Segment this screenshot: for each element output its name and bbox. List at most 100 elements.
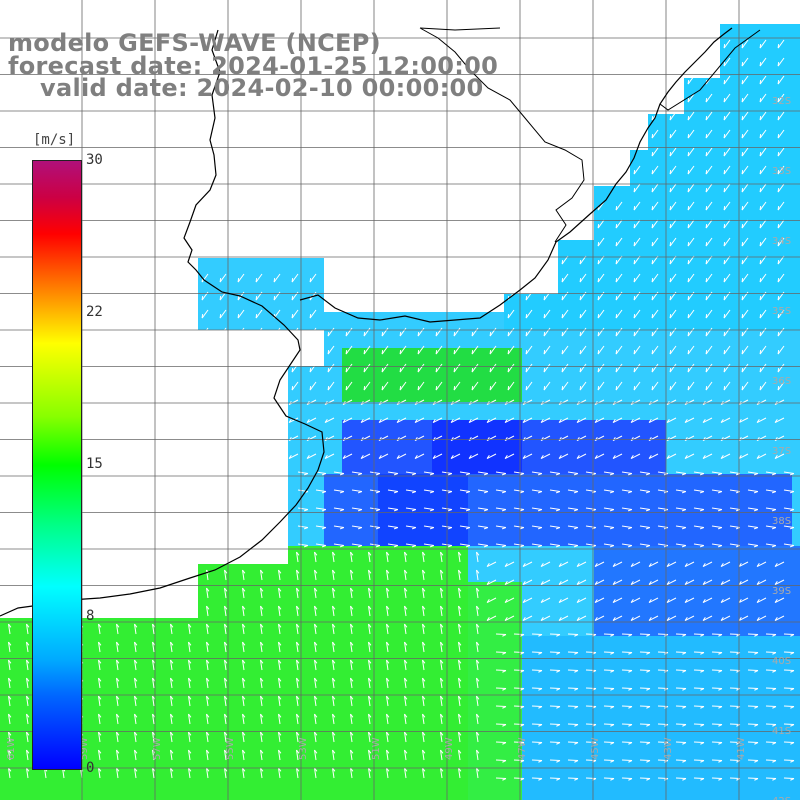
wind-cell	[666, 654, 684, 672]
wind-arrow	[350, 660, 353, 671]
wind-arrow	[666, 561, 677, 567]
wind-cell	[576, 492, 594, 510]
wind-arrow-head	[152, 767, 156, 772]
wind-arrow	[525, 381, 533, 391]
wind-arrow	[351, 525, 362, 528]
wind-arrow	[669, 201, 677, 211]
wind-arrow	[152, 642, 155, 653]
wind-arrow	[423, 507, 434, 510]
wind-cell	[738, 348, 756, 366]
wind-cell	[738, 708, 756, 726]
wind-arrow-head	[669, 368, 672, 373]
wind-arrow-head	[314, 749, 318, 754]
wind-cell	[288, 258, 306, 276]
wind-arrow-head	[422, 749, 426, 754]
wind-arrow	[531, 489, 542, 492]
wind-cell	[540, 762, 558, 780]
wind-cell	[414, 528, 432, 546]
wind-arrow-head	[291, 386, 294, 391]
wind-cell	[756, 24, 774, 42]
wind-cell	[720, 402, 738, 420]
wind-arrow	[459, 489, 470, 492]
wind-arrow-head	[237, 314, 240, 319]
wind-cell	[0, 798, 18, 800]
wind-arrow-head	[771, 545, 777, 548]
wind-arrow	[504, 399, 515, 405]
wind-arrow	[549, 525, 560, 528]
wind-cell	[288, 294, 306, 312]
wind-arrow-head	[682, 778, 687, 781]
wind-cell	[324, 798, 342, 800]
wind-cell	[432, 456, 450, 474]
wind-arrow	[777, 309, 785, 319]
wind-arrow	[26, 732, 29, 743]
wind-arrow-head	[309, 332, 312, 337]
wind-arrow	[404, 678, 407, 689]
wind-arrow	[522, 615, 533, 621]
latitude-label: 42S	[772, 796, 791, 800]
wind-arrow-head	[350, 695, 354, 700]
wind-arrow-head	[717, 473, 723, 476]
wind-arrow-head	[540, 616, 544, 621]
wind-arrow-head	[170, 749, 174, 754]
wind-arrow	[630, 453, 641, 459]
wind-cell	[342, 798, 360, 800]
wind-arrow	[705, 129, 713, 139]
wind-arrow-head	[682, 634, 687, 637]
wind-cell	[486, 366, 504, 384]
wind-arrow-head	[561, 350, 564, 355]
wind-cell	[378, 798, 396, 800]
wind-arrow-head	[411, 545, 417, 548]
wind-arrow-head	[255, 296, 258, 301]
wind-cell	[792, 294, 800, 312]
wind-arrow-head	[296, 551, 300, 556]
wind-arrow-head	[555, 527, 561, 530]
wind-arrow-head	[507, 314, 510, 319]
wind-cell	[648, 690, 666, 708]
wind-cell	[630, 330, 648, 348]
wind-cell	[396, 528, 414, 546]
wind-cell	[756, 744, 774, 762]
wind-cell	[414, 798, 432, 800]
wind-arrow-head	[507, 386, 510, 391]
wind-arrow-head	[458, 659, 462, 664]
wind-arrow-head	[754, 634, 759, 637]
wind-arrow-head	[378, 436, 382, 441]
wind-arrow	[549, 507, 560, 510]
wind-arrow-head	[540, 580, 544, 585]
wind-arrow-head	[296, 659, 300, 664]
wind-cell	[558, 564, 576, 582]
wind-arrow-head	[666, 580, 670, 585]
wind-cell	[468, 402, 486, 420]
wind-arrow-head	[314, 731, 318, 736]
wind-arrow-head	[741, 98, 744, 103]
wind-cell	[684, 222, 702, 240]
wind-arrow	[414, 399, 425, 405]
wind-arrow-head	[404, 641, 408, 646]
wind-arrow-head	[594, 580, 598, 585]
wind-arrow-head	[687, 242, 690, 247]
wind-cell	[666, 726, 684, 744]
wind-arrow-head	[615, 206, 618, 211]
wind-arrow-head	[201, 314, 204, 319]
wind-arrow-head	[368, 641, 372, 646]
wind-cell	[630, 510, 648, 528]
wind-arrow	[26, 714, 29, 725]
wind-cell	[486, 636, 504, 654]
wind-arrow-head	[723, 188, 726, 193]
wind-arrow	[615, 273, 623, 283]
wind-arrow-head	[375, 509, 381, 512]
wind-arrow	[297, 525, 308, 528]
wind-cell	[774, 780, 792, 798]
wind-arrow-head	[260, 695, 264, 700]
wind-arrow-head	[561, 278, 564, 283]
wind-arrow-head	[687, 98, 690, 103]
wind-arrow	[224, 624, 227, 635]
wind-arrow-head	[651, 188, 654, 193]
wind-arrow-head	[777, 278, 780, 283]
wind-arrow-head	[555, 473, 561, 476]
wind-cell	[576, 582, 594, 600]
wind-arrow	[738, 597, 749, 603]
wind-arrow-head	[754, 724, 759, 727]
wind-cell	[540, 312, 558, 330]
